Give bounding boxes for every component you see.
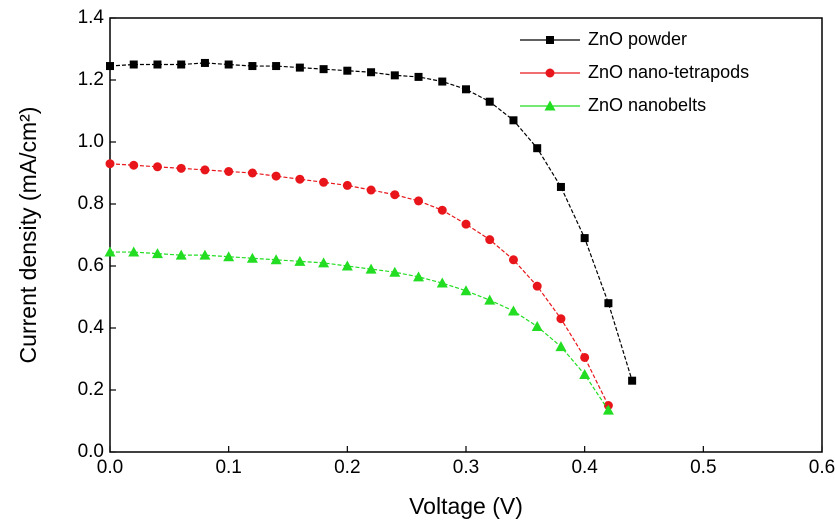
x-tick-label: 0.6: [809, 457, 835, 478]
y-tick-label: 1.4: [78, 7, 105, 28]
marker: [414, 72, 423, 81]
marker: [151, 248, 163, 259]
y-tick-label: 0.6: [78, 255, 104, 276]
x-tick-label: 0.2: [334, 457, 360, 478]
marker: [365, 263, 377, 274]
series-line: [110, 251, 609, 411]
marker: [484, 294, 496, 305]
x-tick-label: 0.1: [215, 457, 241, 478]
marker: [176, 163, 186, 173]
marker: [366, 185, 376, 195]
x-axis-label: Voltage (V): [409, 493, 523, 519]
series-line: [109, 62, 633, 381]
marker: [342, 180, 352, 190]
marker: [460, 285, 472, 296]
marker: [272, 62, 281, 71]
marker: [247, 168, 257, 178]
y-tick-label: 0.0: [78, 441, 104, 462]
marker: [153, 60, 162, 69]
marker: [532, 281, 542, 291]
x-tick-label: 0.0: [97, 457, 123, 478]
y-axis-label: Current density (mA/cm²): [15, 107, 41, 364]
marker: [579, 369, 591, 379]
marker: [200, 58, 209, 67]
marker: [318, 257, 330, 268]
marker: [508, 255, 518, 265]
marker: [343, 66, 352, 75]
marker: [224, 166, 234, 176]
marker: [224, 60, 233, 69]
y-tick-label: 1.0: [78, 131, 104, 152]
marker: [319, 177, 329, 187]
marker: [437, 205, 447, 215]
marker: [129, 60, 138, 69]
marker: [177, 60, 186, 69]
y-tick-label: 0.8: [78, 193, 104, 214]
legend-marker: [544, 100, 556, 111]
marker: [485, 235, 495, 245]
marker: [105, 159, 115, 169]
marker: [556, 314, 566, 324]
marker: [461, 219, 471, 229]
marker: [580, 234, 589, 243]
marker: [413, 271, 425, 282]
marker: [436, 277, 448, 288]
marker: [485, 97, 494, 106]
marker: [438, 77, 447, 86]
marker: [270, 254, 282, 265]
marker: [531, 320, 543, 331]
marker: [106, 62, 114, 71]
plot-frame: [109, 17, 823, 453]
marker: [602, 404, 614, 415]
marker: [341, 260, 353, 271]
marker: [462, 85, 470, 94]
marker: [129, 160, 139, 170]
marker: [507, 305, 519, 316]
marker: [271, 171, 281, 181]
marker: [319, 65, 328, 74]
y-tick-label: 0.4: [78, 317, 105, 338]
marker: [414, 196, 424, 206]
legend-label: ZnO nanobelts: [588, 95, 706, 115]
marker: [295, 63, 304, 72]
marker: [199, 249, 211, 260]
marker: [223, 251, 235, 262]
marker: [152, 162, 162, 172]
marker: [509, 116, 518, 125]
marker: [604, 299, 613, 308]
legend-marker: [545, 68, 555, 78]
marker: [390, 190, 400, 200]
marker: [389, 266, 401, 277]
y-tick-label: 0.2: [78, 379, 104, 400]
x-tick-label: 0.4: [571, 457, 598, 478]
legend-marker: [546, 36, 554, 44]
marker: [390, 71, 399, 80]
marker: [533, 144, 542, 153]
x-tick-label: 0.3: [453, 457, 479, 478]
marker: [295, 174, 305, 184]
marker: [128, 246, 140, 257]
marker: [580, 352, 590, 362]
marker: [246, 252, 258, 263]
marker: [248, 62, 257, 71]
marker: [555, 341, 567, 352]
marker: [556, 182, 565, 191]
series-line: [109, 163, 609, 406]
legend-label: ZnO powder: [588, 29, 687, 49]
marker: [175, 249, 187, 260]
x-tick-label: 0.5: [690, 457, 716, 478]
marker: [294, 255, 306, 266]
marker: [104, 246, 116, 257]
marker: [628, 376, 637, 385]
marker: [200, 165, 210, 175]
marker: [367, 68, 376, 77]
y-tick-label: 1.2: [78, 69, 104, 90]
legend-label: ZnO nano-tetrapods: [588, 62, 749, 82]
